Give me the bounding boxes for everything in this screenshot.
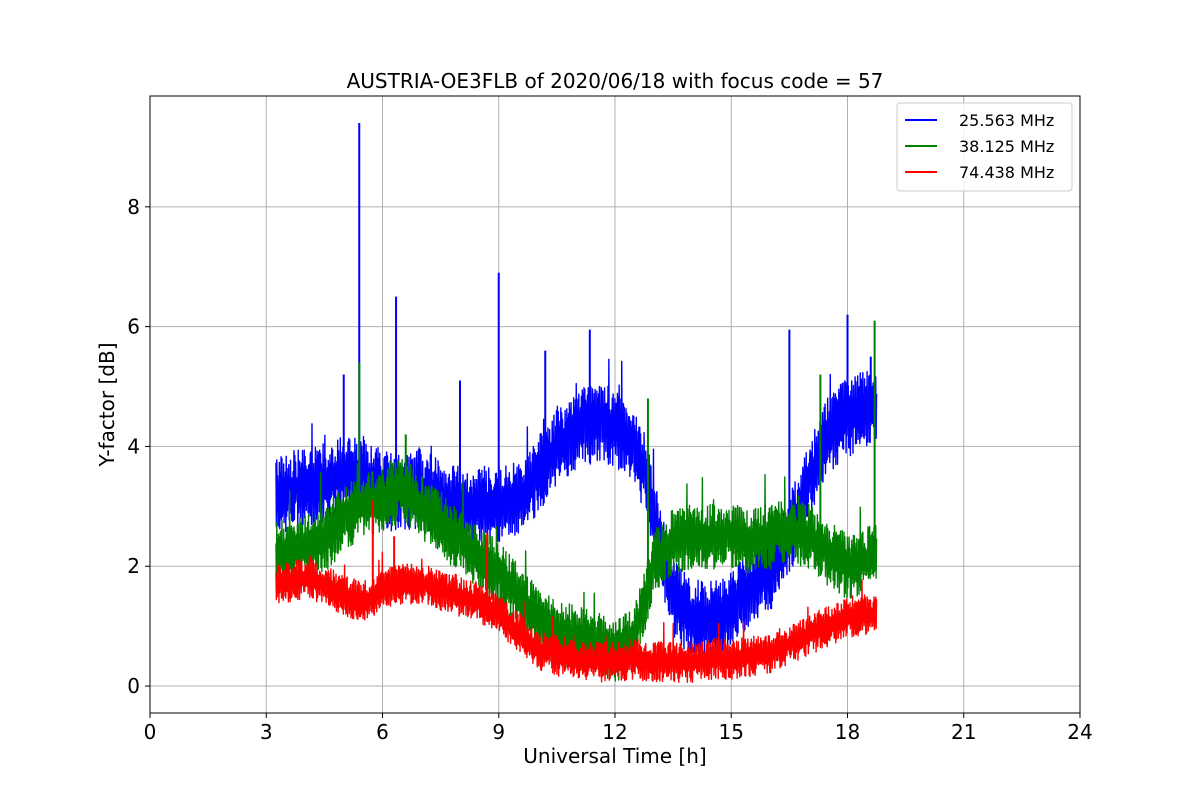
x-tick-label: 18 — [835, 720, 860, 744]
legend: 25.563 MHz 38.125 MHz 74.438 MHz — [896, 102, 1073, 192]
x-tick-label: 0 — [144, 720, 157, 744]
x-tick-label: 6 — [376, 720, 389, 744]
series-line — [275, 458, 878, 682]
x-tick-label: 15 — [719, 720, 744, 744]
x-tick-label: 3 — [260, 720, 273, 744]
chart-title: AUSTRIA-OE3FLB of 2020/06/18 with focus … — [347, 69, 884, 93]
y-tick-label: 8 — [127, 195, 140, 219]
y-axis-label: Y-factor [dB] — [95, 342, 119, 467]
x-axis-label: Universal Time [h] — [523, 744, 706, 768]
x-tick-label: 24 — [1067, 720, 1092, 744]
legend-label: 74.438 MHz — [959, 163, 1054, 182]
x-tick-label: 9 — [492, 720, 505, 744]
x-tick-label: 21 — [951, 720, 976, 744]
legend-label: 25.563 MHz — [959, 111, 1054, 130]
y-tick-label: 6 — [127, 315, 140, 339]
legend-box — [896, 102, 1073, 192]
y-tick-label: 2 — [127, 554, 140, 578]
y-tick-label: 4 — [127, 434, 140, 458]
y-tick-label: 0 — [127, 674, 140, 698]
x-tick-label: 12 — [602, 720, 627, 744]
series-layer — [275, 122, 878, 684]
series-line — [275, 551, 878, 684]
legend-label: 38.125 MHz — [959, 137, 1054, 156]
